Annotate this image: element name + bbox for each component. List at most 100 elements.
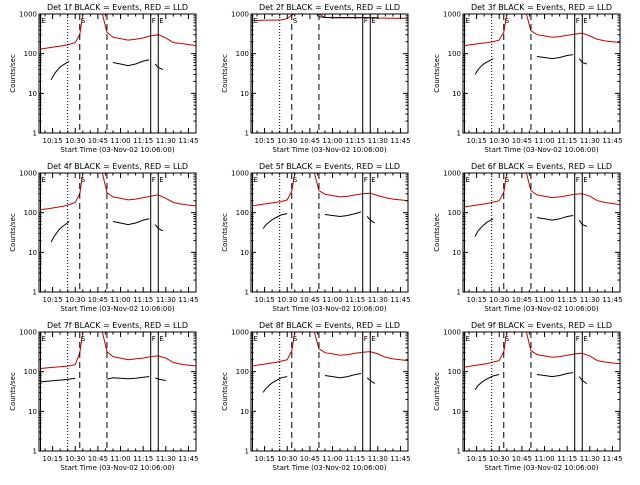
x-tick-label: 10:30: [277, 455, 297, 463]
y-tick-label: 1000: [443, 11, 461, 19]
events-series-line: [366, 216, 376, 224]
x-tick-label: 10:45: [512, 296, 532, 304]
panel-title: Det 4f BLACK = Events, RED = LLD: [47, 162, 188, 171]
event-marker-label: E: [42, 176, 46, 184]
event-marker-label: S: [293, 17, 298, 25]
x-tick-label: 10:45: [88, 455, 108, 463]
x-axis-label: Start Time (03-Nov-02 10:06:00): [60, 464, 174, 472]
y-tick-label: 1000: [19, 170, 37, 178]
x-tick-label: 10:30: [277, 296, 297, 304]
y-tick-label: 100: [448, 209, 461, 217]
plot-frame: [462, 331, 621, 452]
x-tick-label: 11:15: [133, 296, 153, 304]
event-marker-label: E: [583, 176, 587, 184]
y-tick-label: 100: [236, 50, 249, 58]
lld-series-line: [40, 14, 196, 50]
event-marker-label: E: [371, 17, 375, 25]
events-series-line: [154, 224, 164, 232]
lld-series-line: [40, 173, 196, 210]
lld-series-line: [464, 14, 620, 47]
events-series-line: [578, 219, 587, 227]
events-series-line: [474, 218, 494, 237]
y-tick-label: 100: [24, 50, 37, 58]
event-marker-label: S: [505, 17, 510, 25]
panel-title: Det 7f BLACK = Events, RED = LLD: [47, 321, 188, 330]
x-tick-label: 10:15: [254, 455, 274, 463]
x-tick-label: 10:45: [300, 455, 320, 463]
x-tick-label: 10:30: [65, 137, 85, 145]
x-tick-label: 11:00: [322, 296, 342, 304]
panel-title: Det 8f BLACK = Events, RED = LLD: [259, 321, 400, 330]
event-marker-label: E: [371, 176, 375, 184]
event-marker-label: E: [159, 335, 163, 343]
x-axis-label: Start Time (03-Nov-02 10:06:00): [484, 146, 598, 154]
x-tick-label: 11:00: [110, 455, 130, 463]
x-tick-label: 10:15: [466, 137, 486, 145]
event-marker-label: S: [81, 176, 86, 184]
events-series-line: [366, 377, 376, 385]
event-marker-label: F: [152, 17, 156, 25]
event-marker-label: E: [254, 335, 258, 343]
x-tick-label: 10:45: [300, 296, 320, 304]
events-series-line: [578, 376, 588, 385]
plot-frame: [250, 172, 409, 293]
events-series-line: [40, 377, 76, 383]
panel-title: Det 6f BLACK = Events, RED = LLD: [471, 162, 612, 171]
y-tick-label: 1000: [231, 170, 249, 178]
x-tick-label: 11:00: [534, 296, 554, 304]
events-series-line: [262, 213, 288, 229]
x-tick-label: 11:45: [390, 455, 410, 463]
events-series-line: [106, 376, 150, 380]
lld-series-line: [252, 332, 408, 367]
x-tick-label: 10:30: [489, 137, 509, 145]
x-tick-label: 11:00: [322, 455, 342, 463]
events-series-line: [318, 16, 378, 19]
x-tick-label: 10:45: [300, 137, 320, 145]
x-tick-label: 10:30: [277, 137, 297, 145]
x-axis-label: Start Time (03-Nov-02 10:06:00): [272, 305, 386, 313]
lld-series-line: [40, 332, 196, 369]
event-marker-label: F: [576, 176, 580, 184]
y-tick-label: 10: [240, 90, 249, 98]
x-tick-label: 11:30: [156, 455, 176, 463]
x-tick-label: 11:15: [557, 296, 577, 304]
y-tick-label: 10: [452, 249, 461, 257]
x-tick-label: 10:15: [254, 296, 274, 304]
x-tick-label: 11:45: [390, 137, 410, 145]
x-tick-label: 11:15: [345, 455, 365, 463]
x-tick-label: 11:45: [178, 455, 198, 463]
y-tick-label: 100: [448, 50, 461, 58]
y-tick-label: 100: [236, 368, 249, 376]
y-tick-label: 1: [33, 289, 37, 297]
x-tick-label: 10:15: [42, 455, 62, 463]
x-tick-label: 11:15: [133, 137, 153, 145]
x-tick-label: 10:45: [88, 296, 108, 304]
events-series-line: [262, 376, 288, 393]
event-marker-label: S: [505, 335, 510, 343]
x-tick-label: 10:45: [512, 455, 532, 463]
event-marker-label: F: [364, 17, 368, 25]
y-axis-label: Counts/sec: [9, 213, 17, 252]
y-axis-label: Counts/sec: [433, 372, 441, 411]
x-tick-label: 11:00: [534, 137, 554, 145]
y-tick-label: 100: [24, 209, 37, 217]
event-marker-label: E: [159, 176, 163, 184]
events-series-line: [112, 59, 150, 67]
events-series-line: [324, 373, 362, 379]
x-tick-label: 11:00: [110, 296, 130, 304]
event-marker-label: E: [583, 335, 587, 343]
x-tick-label: 11:45: [602, 455, 622, 463]
y-axis-label: Counts/sec: [9, 54, 17, 93]
panel-title: Det 1f BLACK = Events, RED = LLD: [47, 3, 188, 12]
panel-title: Det 9f BLACK = Events, RED = LLD: [471, 321, 612, 330]
x-tick-label: 11:30: [156, 296, 176, 304]
x-tick-label: 10:30: [489, 296, 509, 304]
y-tick-label: 1: [245, 130, 249, 138]
events-series-line: [474, 374, 500, 391]
event-marker-label: E: [254, 17, 258, 25]
x-tick-label: 11:15: [133, 455, 153, 463]
